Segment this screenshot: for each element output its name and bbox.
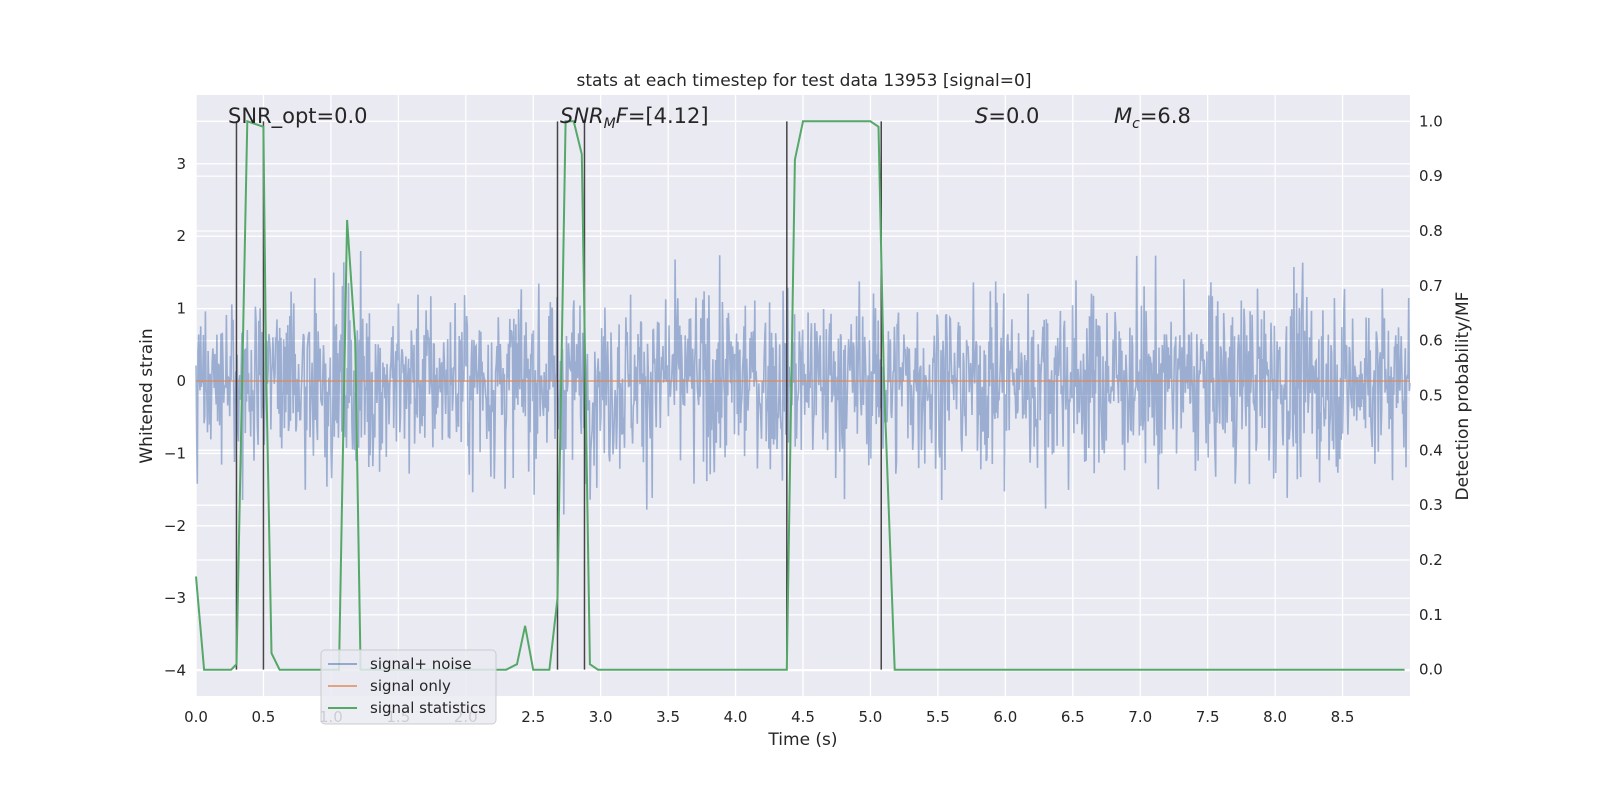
right-y-tick-label: 0.4 [1419, 441, 1443, 459]
x-tick-label: 5.0 [859, 708, 883, 726]
left-y-tick-label: −4 [164, 662, 186, 680]
plot-area [195, 95, 1411, 696]
right-y-tick-label: 0.5 [1419, 387, 1443, 405]
x-tick-label: 8.5 [1331, 708, 1355, 726]
right-y-tick-label: 0.2 [1419, 551, 1443, 569]
annotation-snr-opt: SNR_opt=0.0 [228, 104, 368, 129]
annotation-mc-sub: c [1132, 116, 1140, 132]
right-y-tick-labels: 1.0 0.9 0.8 0.7 0.6 0.5 0.4 0.3 0.2 0.1 0.0 [1419, 112, 1443, 678]
x-tick-label: 4.0 [724, 708, 748, 726]
left-y-tick-label: −2 [164, 517, 186, 535]
annotation-snr-mf: SNRMF=[4.12] [560, 104, 709, 132]
right-y-tick-label: 0.9 [1419, 167, 1443, 185]
x-tick-label: 3.5 [656, 708, 680, 726]
y-axis-label-right: Detection probability/MF [1453, 292, 1473, 501]
chart-title: stats at each timestep for test data 139… [577, 71, 1032, 91]
right-y-tick-label: 0.7 [1419, 277, 1443, 295]
x-tick-label: 0.5 [252, 708, 276, 726]
legend-label-statistics: signal statistics [370, 699, 486, 717]
right-y-tick-label: 0.1 [1419, 606, 1443, 624]
annotation-s-value: =0.0 [988, 104, 1039, 128]
signal-statistics-line [195, 119, 1405, 671]
right-y-tick-label: 0.3 [1419, 496, 1443, 514]
legend-label-signal: signal only [370, 677, 451, 695]
x-tick-label: 6.0 [993, 708, 1017, 726]
annotation-mc: Mc=6.8 [1114, 104, 1191, 132]
signal-noise-line [195, 250, 1411, 515]
right-y-tick-label: 0.8 [1419, 222, 1443, 240]
x-tick-label: 7.0 [1128, 708, 1152, 726]
annotation-snr-mf-main: SNR [560, 104, 604, 128]
x-tick-label: 2.5 [521, 708, 545, 726]
x-axis-label: Time (s) [767, 730, 837, 750]
annotation-snr-mf-value: =[4.12] [628, 104, 709, 128]
x-tick-label: 5.5 [926, 708, 950, 726]
right-y-tick-label: 1.0 [1419, 112, 1443, 130]
annotation-s: S=0.0 [975, 104, 1039, 128]
signal-noise-series [195, 250, 1411, 515]
annotations: SNR_opt=0.0 SNRMF=[4.12] S=0.0 Mc=6.8 [228, 104, 1191, 132]
annotation-snr-mf-sub: M [604, 116, 616, 132]
left-y-tick-label: 0 [176, 372, 186, 390]
x-tick-label: 7.5 [1196, 708, 1220, 726]
signal-statistics-series [195, 119, 1405, 671]
legend: signal+ noise signal only signal statist… [320, 649, 497, 725]
x-tick-label: 6.5 [1061, 708, 1085, 726]
right-y-tick-label: 0.0 [1419, 661, 1443, 679]
annotation-s-main: S [975, 104, 988, 128]
left-y-tick-label: 2 [176, 227, 186, 245]
x-tick-label: 4.5 [791, 708, 815, 726]
x-tick-label: 0.0 [184, 708, 208, 726]
right-y-tick-label: 0.6 [1419, 332, 1443, 350]
left-y-tick-labels: 3 2 1 0 −1 −2 −3 −4 [164, 155, 186, 680]
annotation-snr-mf-tail: F [616, 104, 629, 128]
legend-label-noise: signal+ noise [370, 655, 472, 673]
annotation-mc-value: =6.8 [1140, 104, 1191, 128]
left-y-tick-label: −1 [164, 444, 186, 462]
x-tick-label: 3.0 [589, 708, 613, 726]
left-y-tick-label: −3 [164, 589, 186, 607]
left-y-tick-label: 3 [176, 155, 186, 173]
y-axis-label-left: Whitened strain [137, 328, 157, 463]
legend-box [320, 649, 497, 725]
annotation-mc-main: M [1114, 104, 1132, 128]
x-tick-label: 8.0 [1263, 708, 1287, 726]
left-y-tick-label: 1 [176, 300, 186, 318]
